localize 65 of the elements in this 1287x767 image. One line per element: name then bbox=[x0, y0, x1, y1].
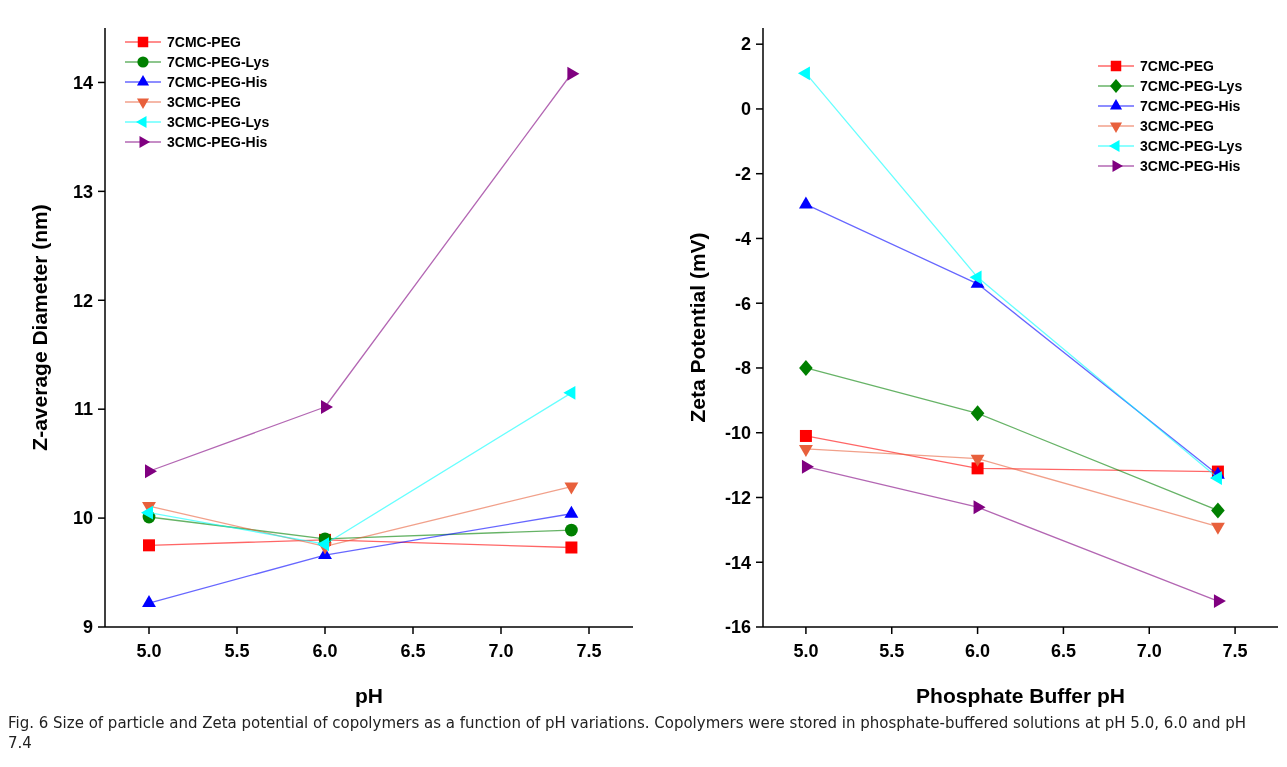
legend-label: 7CMC-PEG-Lys bbox=[1140, 77, 1243, 94]
x-tick-label: 5.0 bbox=[793, 641, 819, 661]
y-axis-title: Z-average Diameter (nm) bbox=[28, 204, 51, 451]
point bbox=[563, 385, 576, 400]
point bbox=[970, 454, 985, 467]
legend-label: 7CMC-PEG-Lys bbox=[167, 53, 270, 70]
legend-label: 3CMC-PEG bbox=[167, 93, 242, 110]
x-axis-title: pH bbox=[355, 684, 383, 707]
y-axis-title: Zeta Potential (mV) bbox=[686, 232, 709, 423]
x-tick-label: 6.0 bbox=[312, 641, 338, 661]
point bbox=[969, 270, 982, 285]
x-tick-label: 6.5 bbox=[400, 641, 426, 661]
caption: Fig. 6 Size of particle and Zeta potential of copolymers as a function of pH variations. Copolymers were stored in phosphate-buffered solutions at pH 5.0, 6.0 and pH 7.4 bbox=[8, 713, 1248, 753]
point bbox=[799, 429, 812, 442]
point bbox=[565, 523, 578, 537]
y-tick-label: -14 bbox=[724, 552, 751, 573]
x-tick-label: 7.0 bbox=[1136, 641, 1162, 661]
point bbox=[798, 196, 813, 209]
y-tick-label: -2 bbox=[734, 164, 751, 184]
y-tick-label: 14 bbox=[72, 72, 93, 93]
point bbox=[971, 462, 984, 475]
point bbox=[143, 539, 155, 552]
x-tick-label: 6.0 bbox=[965, 641, 991, 661]
legend-label: 3CMC-PEG-His bbox=[1140, 157, 1241, 174]
legend-label: 7CMC-PEG-His bbox=[167, 73, 268, 90]
y-tick-label: -8 bbox=[734, 358, 751, 379]
x-tick-label: 7.0 bbox=[488, 641, 514, 661]
point bbox=[1213, 594, 1226, 609]
legend-label: 7CMC-PEG bbox=[167, 33, 242, 50]
point bbox=[799, 359, 813, 376]
x-tick-label: 7.5 bbox=[1222, 641, 1248, 661]
x-axis-title: Phosphate Buffer pH bbox=[916, 684, 1125, 707]
y-tick-label: -10 bbox=[724, 423, 751, 444]
legend-label: 7CMC-PEG bbox=[1140, 57, 1215, 74]
point bbox=[141, 505, 153, 520]
point bbox=[1211, 502, 1225, 519]
y-tick-label: 2 bbox=[740, 34, 751, 55]
x-tick-label: 6.5 bbox=[1050, 641, 1076, 661]
point bbox=[565, 541, 578, 554]
y-tick-label: 0 bbox=[740, 99, 751, 120]
point bbox=[798, 444, 813, 457]
y-tick-label: 9 bbox=[82, 617, 93, 638]
x-tick-label: 5.0 bbox=[136, 641, 162, 661]
y-tick-label: -12 bbox=[724, 487, 751, 508]
y-tick-label: -16 bbox=[724, 617, 751, 638]
x-tick-label: 5.5 bbox=[879, 641, 905, 661]
x-tick-label: 7.5 bbox=[576, 641, 602, 661]
point bbox=[317, 537, 329, 552]
y-tick-label: 10 bbox=[72, 508, 93, 529]
point bbox=[1210, 522, 1225, 535]
y-tick-label: 11 bbox=[73, 399, 93, 420]
legend-label: 3CMC-PEG bbox=[1140, 117, 1215, 134]
y-tick-label: -4 bbox=[734, 228, 751, 249]
legend-label: 3CMC-PEG-Lys bbox=[167, 113, 270, 130]
point bbox=[142, 595, 156, 608]
legend-label: 3CMC-PEG-Lys bbox=[1140, 137, 1243, 154]
y-tick-label: 13 bbox=[72, 181, 93, 202]
legend-label: 3CMC-PEG-His bbox=[167, 133, 268, 150]
x-tick-label: 5.5 bbox=[224, 641, 250, 661]
point bbox=[970, 405, 985, 422]
y-tick-label: -6 bbox=[734, 293, 751, 314]
point bbox=[564, 505, 579, 518]
point bbox=[801, 459, 814, 474]
legend-label: 7CMC-PEG-His bbox=[1140, 97, 1241, 114]
y-tick-label: 12 bbox=[72, 290, 93, 311]
